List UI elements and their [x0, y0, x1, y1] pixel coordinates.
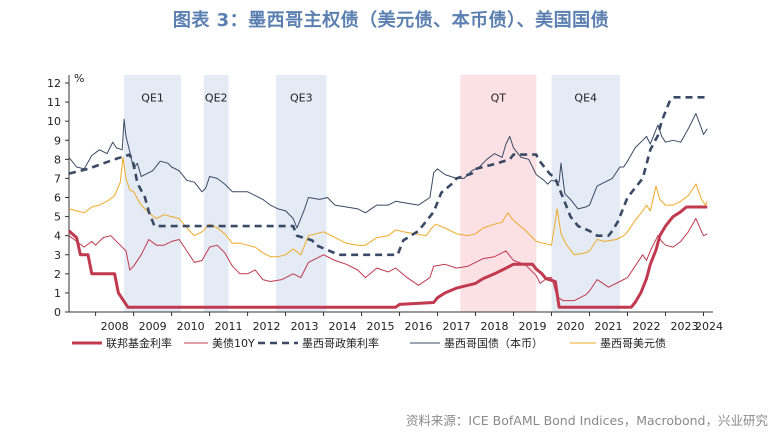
x-tick-label: 2016	[405, 320, 433, 333]
series-line-4	[68, 156, 708, 258]
band-qe1	[124, 75, 182, 312]
y-tick-label: 4	[54, 230, 61, 243]
series-line-0	[68, 205, 708, 309]
y-tick-label: 2	[54, 268, 61, 281]
y-tick-label: 5	[54, 211, 61, 224]
legend-label-0: 联邦基金利率	[106, 336, 172, 350]
band-label-qe1: QE1	[141, 91, 164, 104]
series-line-3	[68, 113, 708, 229]
series-line-2	[68, 96, 708, 257]
band-qe4	[551, 75, 620, 312]
y-tick-label: 3	[54, 249, 61, 262]
band-label-qe3: QE3	[290, 91, 313, 104]
y-tick-label: 10	[47, 115, 61, 128]
x-tick-label: 2014	[329, 320, 357, 333]
x-tick-label: 2011	[215, 320, 243, 333]
band-qt	[460, 75, 537, 312]
page-title: 图表 3：墨西哥主权债（美元债、本币债）、美国国债	[172, 10, 610, 31]
legend-label-2: 墨西哥政策利率	[302, 336, 379, 350]
y-tick-label: 7	[54, 172, 61, 185]
source-note: 资料来源：ICE BofAML Bond Indices，Macrobond，兴…	[405, 413, 768, 428]
x-tick-label: 2018	[481, 320, 509, 333]
series-line-1	[68, 218, 708, 302]
x-tick-label: 2017	[443, 320, 471, 333]
x-tick-label: 2008	[101, 320, 129, 333]
band-qe2	[203, 75, 229, 312]
x-tick-label: 2019	[519, 320, 547, 333]
x-tick-label: 2020	[557, 320, 585, 333]
x-tick-label: 2010	[177, 320, 205, 333]
legend-label-3: 墨西哥国债（本币）	[444, 336, 543, 350]
x-tick-label: 2009	[139, 320, 167, 333]
x-tick-label: 2022	[633, 320, 661, 333]
y-axis-unit: %	[74, 72, 84, 85]
x-tick-label: 2013	[291, 320, 319, 333]
band-label-qt: QT	[491, 91, 507, 104]
legend-label-1: 美债10Y	[212, 336, 255, 350]
band-label-qe2: QE2	[205, 91, 228, 104]
legend-label-4: 墨西哥美元债	[600, 336, 666, 350]
y-tick-label: 6	[54, 192, 61, 205]
x-tick-label: 2024	[695, 320, 723, 333]
y-tick-label: 0	[54, 306, 61, 319]
y-tick-label: 8	[54, 153, 61, 166]
y-tick-label: 9	[54, 134, 61, 147]
x-tick-label: 2015	[367, 320, 395, 333]
y-tick-label: 1	[54, 287, 61, 300]
y-tick-label: 12	[47, 77, 61, 90]
band-label-qe4: QE4	[574, 91, 597, 104]
x-tick-label: 2023	[671, 320, 699, 333]
x-tick-label: 2021	[595, 320, 623, 333]
y-tick-label: 11	[47, 96, 61, 109]
band-qe3	[276, 75, 327, 312]
x-tick-label: 2012	[253, 320, 281, 333]
